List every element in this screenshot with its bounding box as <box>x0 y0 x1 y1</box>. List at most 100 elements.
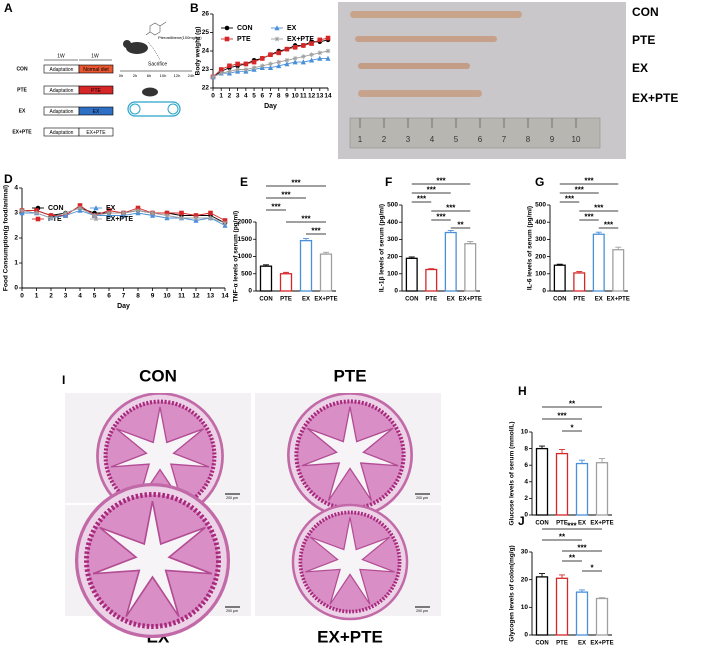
colon-strip <box>358 63 470 69</box>
y-tick-label: 3 <box>14 210 18 217</box>
significance-label: *** <box>436 177 446 186</box>
y-axis-label: TNF-α levels of serum (pg/ml) <box>233 211 240 302</box>
y-tick-label: 100 <box>387 271 398 278</box>
y-tick-label: 25 <box>202 29 210 36</box>
bar <box>279 273 293 292</box>
error-bar <box>559 574 565 579</box>
marker <box>208 215 213 221</box>
legend-label: EX+PTE <box>287 36 314 43</box>
bar <box>405 257 418 292</box>
marker <box>210 74 216 80</box>
bar <box>575 462 589 516</box>
marker <box>300 59 306 65</box>
marker <box>218 70 224 76</box>
colon-section <box>288 393 411 516</box>
y-tick-label: 1500 <box>238 236 253 243</box>
group-label: PTE <box>333 366 366 385</box>
bar <box>425 268 438 292</box>
treadmill <box>167 103 179 115</box>
bar <box>464 243 477 292</box>
x-tick-label: 9 <box>285 93 289 100</box>
x-tick-label: 2 <box>49 293 53 300</box>
marker <box>268 61 273 67</box>
legend-label: EX <box>287 25 297 32</box>
bar <box>319 253 333 292</box>
error-bar <box>467 241 474 244</box>
group-label: CON <box>16 66 28 72</box>
x-axis-label: Day <box>264 103 277 110</box>
group-label: CON <box>632 5 659 19</box>
x-tick-label: CON <box>535 521 548 527</box>
colon-strip <box>355 36 497 42</box>
significance-label: ** <box>569 554 576 563</box>
y-tick-label: 0 <box>524 632 528 639</box>
y-axis-label: Glucose levels of serum (mmol/L) <box>509 421 516 525</box>
x-tick-label: CON <box>405 297 418 303</box>
y-tick-label: 200 <box>535 253 546 260</box>
y-tick-label: 500 <box>535 202 546 209</box>
x-tick-label: EX <box>595 297 603 303</box>
y-tick-label: 4 <box>14 185 18 192</box>
significance-label: *** <box>436 213 446 222</box>
significance-label: *** <box>584 213 594 222</box>
marker <box>325 55 331 61</box>
error-bar <box>615 246 622 250</box>
x-tick-label: 5 <box>93 293 97 300</box>
error-bar <box>579 589 585 593</box>
significance-label: *** <box>311 227 321 236</box>
colon-section <box>291 503 409 621</box>
marker <box>317 55 323 61</box>
x-tick-label: PTE <box>556 641 568 647</box>
y-tick-label: 0 <box>524 512 528 519</box>
x-tick-label: EX+PTE <box>314 297 337 303</box>
x-tick-label: 6 <box>260 93 264 100</box>
marker <box>227 69 232 74</box>
group-label: EX <box>19 108 26 114</box>
group-label: EX+PTE <box>632 91 678 105</box>
phase-label: Adaptation <box>50 130 74 136</box>
marker <box>218 67 224 72</box>
y-tick-label: 2 <box>524 495 528 502</box>
x-tick-label: 0 <box>20 293 24 300</box>
y-axis-label: Glycogen levels of colon(mg/g) <box>509 545 516 641</box>
significance-label: ** <box>457 221 464 230</box>
panel-a: A 1W 1W CON Adaptation Normal diet PTE A… <box>4 1 202 137</box>
significance-label: *** <box>427 186 437 195</box>
y-tick-label: 1000 <box>238 253 253 260</box>
compound-label: Pterostilbene(100mg/kg) <box>158 35 202 40</box>
y-tick-label: 10 <box>521 604 529 611</box>
x-tick-label: 8 <box>277 93 281 100</box>
x-tick-label: 8 <box>136 293 140 300</box>
x-tick-label: CON <box>553 297 566 303</box>
marker <box>208 210 213 216</box>
y-tick-label: 0 <box>394 288 398 295</box>
marker <box>284 61 290 67</box>
marker <box>63 210 68 216</box>
ruler-label: 1 <box>358 135 363 144</box>
week-label: 1W <box>91 53 99 59</box>
colon-strip <box>358 90 482 97</box>
ruler-label: 10 <box>572 135 581 144</box>
marker <box>121 210 126 216</box>
phase-label: EX+PTE <box>86 130 106 136</box>
y-tick-label: 0 <box>14 285 18 292</box>
error-bar <box>263 264 269 267</box>
error-bar <box>539 445 545 449</box>
y-tick-label: 2000 <box>238 219 253 226</box>
x-tick-label: EX <box>578 521 586 527</box>
error-bar <box>595 231 602 235</box>
y-tick-label: 200 <box>387 253 398 260</box>
group-label: EX <box>632 61 648 75</box>
marker <box>251 59 257 65</box>
x-tick-label: 13 <box>207 293 215 300</box>
significance-label: *** <box>584 177 594 186</box>
bar <box>575 591 589 636</box>
scale-label: 200 μm <box>226 496 238 500</box>
time-label: 2h <box>133 73 137 78</box>
ruler-label: 2 <box>382 135 387 144</box>
x-tick-label: 13 <box>316 93 324 100</box>
bar <box>592 233 605 292</box>
bar <box>444 231 457 292</box>
error-bar <box>599 458 605 463</box>
x-tick-label: 4 <box>244 93 248 100</box>
